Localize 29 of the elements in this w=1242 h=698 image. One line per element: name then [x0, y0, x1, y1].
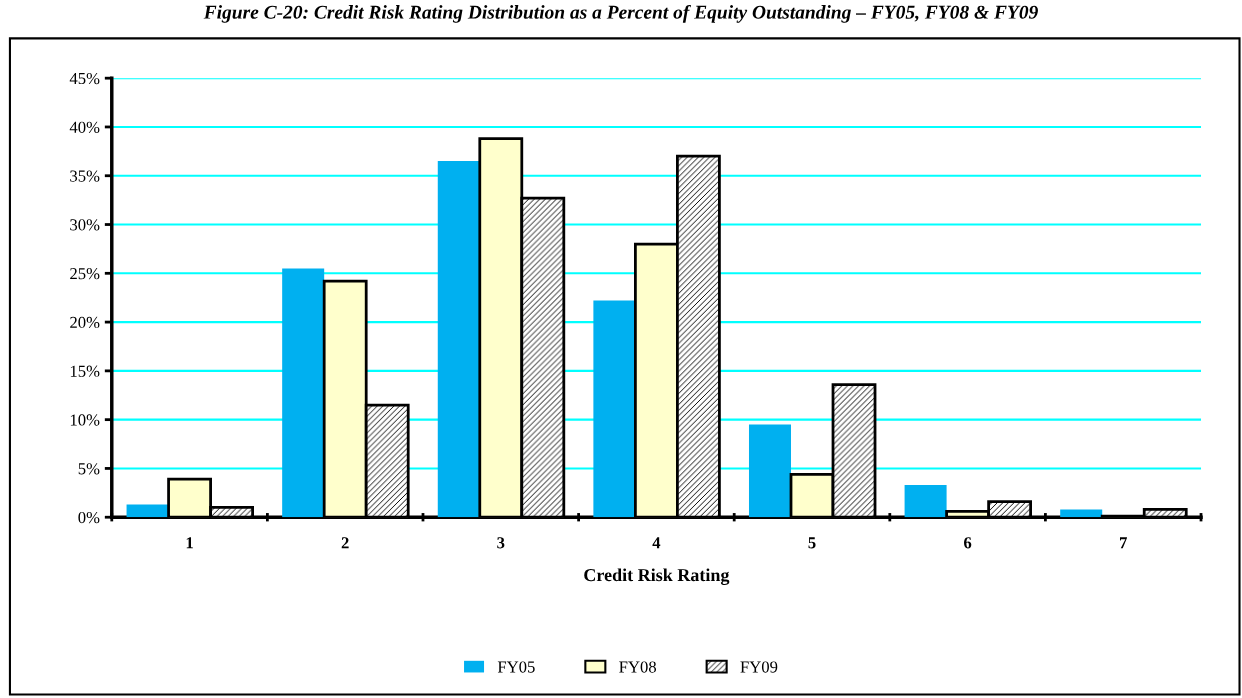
bar	[437, 161, 480, 518]
y-tick-label: 30%	[70, 219, 100, 231]
x-tick-label: 4	[652, 537, 661, 549]
y-tick-label: 20%	[70, 316, 100, 329]
legend-label: FY09	[740, 661, 778, 673]
y-tick-label: 25%	[70, 268, 100, 280]
legend-label: FY05	[497, 661, 535, 673]
y-tick-label: 10%	[70, 414, 100, 426]
x-tick-label: 7	[1120, 537, 1127, 549]
bar	[282, 268, 325, 518]
bar	[1060, 509, 1103, 518]
y-tick-label: 15%	[70, 365, 100, 377]
y-tick-label: 35%	[70, 170, 100, 182]
x-tick-label: 6	[964, 537, 972, 549]
y-tick-label: 45%	[69, 72, 100, 85]
x-axis-title: Credit Risk Rating	[584, 568, 730, 585]
chart-title: Figure C-20: Credit Risk Rating Distribution as a Percent of Equity Outstanding – FY05, FY08 & FY09	[203, 4, 1038, 23]
bar	[126, 504, 169, 518]
bar	[748, 424, 791, 518]
y-tick-label: 0%	[78, 511, 100, 524]
y-tick-label: 40%	[69, 121, 100, 133]
legend-label: FY08	[619, 661, 657, 673]
y-tick-label: 5%	[78, 463, 100, 475]
x-tick-label: 3	[497, 537, 505, 549]
x-tick-label: 2	[341, 537, 349, 549]
bar	[593, 300, 636, 518]
x-tick-label: 5	[808, 537, 816, 549]
bar	[904, 485, 947, 518]
x-tick-label: 1	[186, 537, 193, 549]
